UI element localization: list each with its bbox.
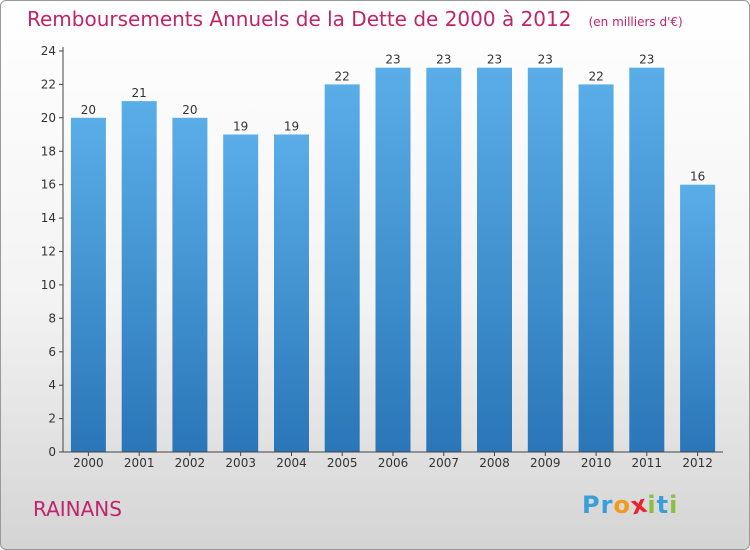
y-tick-label: 0 — [48, 445, 56, 459]
data-label: 20 — [182, 103, 197, 117]
x-tick-label: 2012 — [682, 456, 713, 470]
x-tick-label: 2004 — [276, 456, 307, 470]
x-tick-label: 2009 — [530, 456, 561, 470]
bar — [172, 117, 208, 453]
y-tick-label: 20 — [41, 111, 56, 125]
bar — [223, 134, 259, 452]
y-tick-label: 10 — [41, 278, 56, 292]
x-tick-label: 2000 — [73, 456, 104, 470]
bar — [375, 67, 411, 452]
data-label: 23 — [487, 53, 502, 67]
bar — [629, 67, 665, 452]
data-label: 16 — [690, 170, 705, 184]
axis-layer: 2000 2001 2002 2003 2004 2005 2006 2007 2008 2009… — [41, 44, 723, 470]
y-tick-label: 6 — [48, 345, 56, 359]
y-tick-label: 8 — [48, 311, 56, 325]
y-tick-label: 14 — [41, 211, 56, 225]
bar — [70, 117, 106, 453]
logo-letter: i — [669, 491, 679, 519]
x-tick-label: 2001 — [124, 456, 155, 470]
data-label: 21 — [132, 86, 147, 100]
x-tick-label: 2005 — [327, 456, 358, 470]
data-label: 22 — [335, 69, 350, 83]
logo-letter: o — [613, 491, 631, 519]
y-tick-label: 18 — [41, 144, 56, 158]
data-label: 23 — [538, 53, 553, 67]
y-tick-label: 4 — [48, 378, 56, 392]
x-tick-label: 2002 — [175, 456, 206, 470]
y-tick-label: 22 — [41, 77, 56, 91]
data-label: 22 — [588, 69, 603, 83]
bars-layer: 20 21 20 19 19 22 23 23 23 23 22 23 16 — [70, 53, 716, 453]
y-tick-label: 24 — [41, 44, 56, 58]
y-tick-label: 16 — [41, 178, 56, 192]
chart-subtitle: (en milliers d'€) — [588, 15, 683, 29]
logo-letter: i — [647, 491, 657, 519]
bar — [324, 84, 360, 453]
x-tick-label: 2010 — [581, 456, 612, 470]
data-label: 19 — [284, 120, 299, 134]
title-row: Remboursements Annuels de la Dette de 20… — [27, 7, 683, 31]
logo-letter: t — [656, 491, 670, 519]
data-label: 19 — [233, 120, 248, 134]
x-tick-label: 2008 — [479, 456, 510, 470]
data-label: 23 — [436, 53, 451, 67]
commune-name: RAINANS — [33, 497, 122, 521]
x-tick-label: 2007 — [429, 456, 460, 470]
x-tick-label: 2011 — [632, 456, 663, 470]
bar — [274, 134, 309, 452]
bar — [680, 184, 716, 452]
x-tick-label: 2006 — [378, 456, 409, 470]
y-tick-label: 12 — [41, 245, 56, 259]
bar — [578, 84, 614, 453]
data-label: 20 — [81, 103, 96, 117]
chart-title: Remboursements Annuels de la Dette de 20… — [27, 7, 572, 31]
data-label: 23 — [385, 53, 400, 67]
logo-letter: r — [600, 491, 614, 519]
y-tick-label: 2 — [48, 412, 56, 426]
proxiti-logo: Proxiti — [582, 490, 679, 521]
logo-letter: P — [582, 491, 601, 519]
data-label: 23 — [639, 53, 654, 67]
bar — [426, 67, 462, 452]
bar — [527, 67, 563, 452]
bar — [477, 67, 512, 452]
bar — [121, 101, 157, 452]
x-tick-label: 2003 — [225, 456, 256, 470]
